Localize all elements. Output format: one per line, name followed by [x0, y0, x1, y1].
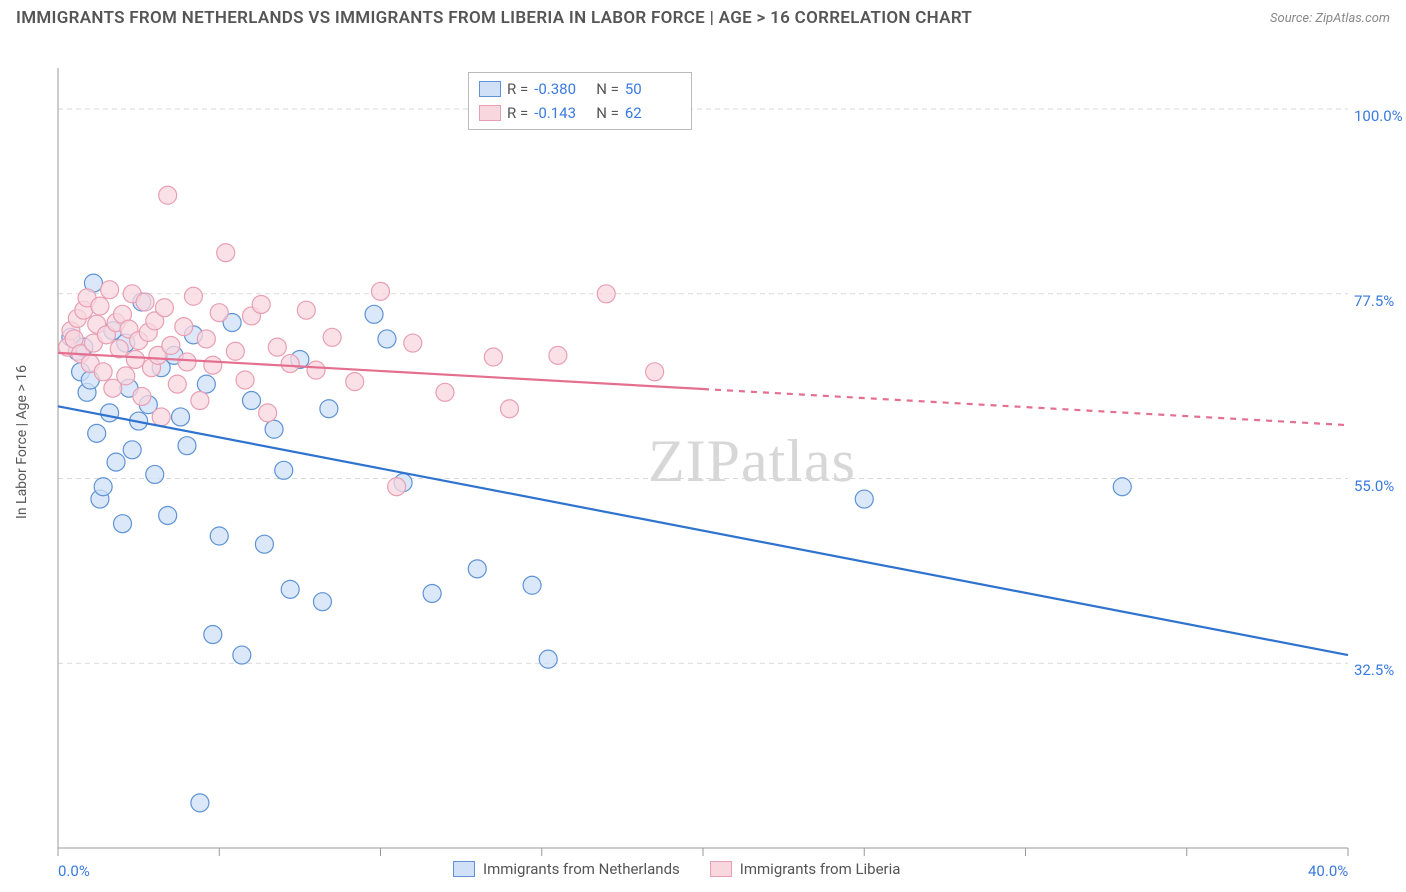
- legend-row: R =-0.380N =50: [479, 77, 681, 101]
- y-tick-label: 32.5%: [1354, 661, 1394, 679]
- r-value: -0.380: [534, 80, 590, 98]
- legend-swatch: [479, 105, 501, 121]
- legend-swatch: [453, 861, 475, 877]
- n-value: 50: [625, 80, 681, 98]
- x-tick-label: 0.0%: [58, 862, 90, 880]
- legend-row: R =-0.143N =62: [479, 101, 681, 125]
- legend-label: Immigrants from Liberia: [740, 860, 901, 878]
- y-tick-label: 100.0%: [1354, 107, 1403, 125]
- r-value: -0.143: [534, 104, 590, 122]
- correlation-legend: R =-0.380N =50R =-0.143N =62: [468, 72, 692, 130]
- source-label: Source: ZipAtlas.com: [1270, 11, 1390, 26]
- series-legend: Immigrants from Netherlands Immigrants fr…: [453, 860, 900, 878]
- legend-item: Immigrants from Liberia: [710, 860, 901, 878]
- chart-title: IMMIGRANTS FROM NETHERLANDS VS IMMIGRANT…: [16, 8, 972, 28]
- legend-label: Immigrants from Netherlands: [483, 860, 680, 878]
- n-value: 62: [625, 104, 681, 122]
- y-tick-label: 77.5%: [1354, 292, 1394, 310]
- legend-item: Immigrants from Netherlands: [453, 860, 680, 878]
- y-axis-label: In Labor Force | Age > 16: [14, 365, 30, 519]
- scatter-plot: [8, 32, 1398, 882]
- y-tick-label: 55.0%: [1354, 477, 1394, 495]
- chart-container: In Labor Force | Age > 16 ZIPatlas R =-0…: [8, 32, 1398, 882]
- legend-swatch: [710, 861, 732, 877]
- legend-swatch: [479, 81, 501, 97]
- x-tick-label: 40.0%: [1308, 862, 1348, 880]
